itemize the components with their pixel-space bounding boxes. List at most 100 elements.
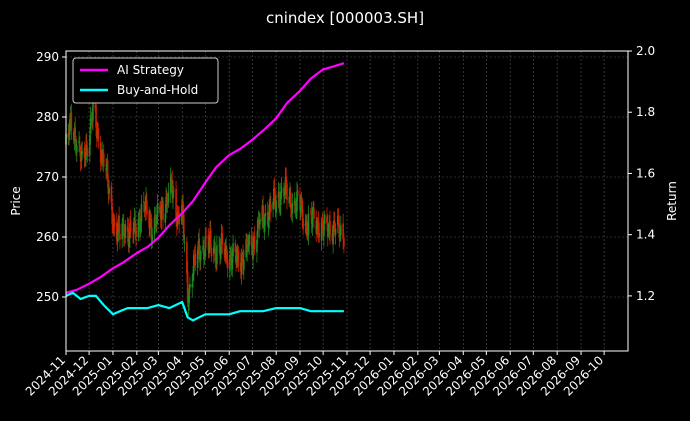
candle-up	[199, 250, 202, 261]
candle-up	[272, 201, 274, 209]
candle-up	[279, 191, 282, 206]
candle-down	[182, 201, 184, 219]
candle-up	[323, 214, 326, 225]
candle-down	[177, 210, 180, 213]
candle-down	[296, 190, 299, 196]
candle-down	[100, 161, 103, 163]
candle-down	[162, 201, 164, 220]
candle-up	[208, 240, 210, 254]
candle-up	[156, 203, 159, 215]
candle-down	[318, 232, 321, 237]
candle-up	[300, 205, 302, 214]
candle-up	[140, 204, 143, 223]
candle-down	[199, 258, 201, 263]
candle-down	[74, 127, 77, 139]
legend-box	[72, 57, 219, 104]
candle-down	[321, 219, 324, 221]
candle-up	[248, 234, 251, 246]
candle-up	[243, 259, 245, 270]
candle-down	[333, 221, 336, 233]
candle-up	[280, 187, 283, 194]
candle-up	[187, 305, 190, 307]
candle-up	[229, 254, 231, 271]
candle-up	[320, 222, 323, 241]
candle-down	[146, 200, 148, 215]
left-axis: 250 260 270 280 290	[36, 50, 66, 304]
candle-down	[171, 179, 174, 197]
series-line-ai-strategy	[65, 62, 345, 294]
y-tick-label-right: 1.4	[636, 228, 655, 242]
legend-label-bh: Buy-and-Hold	[117, 83, 198, 97]
candle-down	[97, 128, 100, 140]
candle-down	[237, 251, 240, 266]
candle-up	[267, 223, 270, 228]
candle-down	[317, 220, 320, 236]
candle-up	[219, 246, 222, 259]
candle-up	[137, 219, 140, 238]
y-tick-label-left: 290	[36, 50, 59, 64]
candle-up	[288, 196, 291, 204]
candle-down	[302, 218, 304, 230]
candle-up	[153, 216, 156, 235]
candle-up	[332, 224, 334, 245]
candle-up	[132, 222, 135, 235]
candle-up	[128, 236, 130, 248]
candle-down	[119, 233, 121, 240]
candle-down	[342, 223, 344, 240]
candle-down	[129, 220, 132, 233]
candle-up	[188, 288, 190, 304]
candle-down	[142, 201, 145, 203]
candle-down	[198, 238, 200, 255]
y-tick-label-right: 2.0	[636, 44, 655, 58]
candle-up	[323, 227, 325, 237]
return-lines	[65, 62, 345, 322]
candle-down	[313, 208, 315, 220]
candle-down	[269, 204, 272, 213]
candle-down	[102, 153, 105, 168]
candle-up	[284, 177, 287, 195]
candle-down	[111, 205, 113, 225]
candle-down	[166, 194, 168, 197]
candle-down	[106, 160, 109, 182]
candle-up	[202, 246, 204, 251]
y-axis-label-right: Return	[665, 181, 679, 221]
candle-up	[169, 174, 172, 193]
candle-up	[252, 242, 254, 259]
candle-up	[139, 222, 142, 234]
candle-up	[259, 218, 261, 225]
legend-label-ai: AI Strategy	[117, 63, 184, 77]
candle-up	[268, 205, 271, 220]
candle-down	[250, 235, 253, 247]
candle-down	[127, 228, 130, 245]
candle-up	[69, 119, 71, 135]
candle-down	[155, 222, 157, 228]
candle-up	[192, 254, 195, 275]
price-candles	[65, 92, 345, 317]
candle-down	[122, 224, 125, 237]
candle-up	[167, 192, 170, 203]
candle-up	[164, 213, 167, 223]
candle-down	[338, 223, 341, 238]
candle-down	[285, 176, 287, 186]
candle-down	[203, 248, 205, 260]
candle-down	[226, 260, 229, 269]
y-axis-label-left: Price	[9, 186, 23, 215]
candle-up	[172, 189, 174, 199]
candle-down	[210, 248, 213, 257]
legend: AI Strategy Buy-and-Hold	[72, 57, 219, 104]
candle-down	[329, 220, 331, 236]
candle-down	[343, 237, 345, 247]
candle-down	[166, 200, 169, 206]
candle-down	[194, 253, 197, 266]
candle-up	[151, 234, 154, 243]
candle-down	[132, 235, 134, 237]
candle-up	[279, 208, 281, 210]
candle-down	[172, 190, 175, 192]
candle-up	[307, 213, 310, 236]
candle-up	[149, 218, 151, 229]
candle-up	[311, 217, 314, 227]
candle-up	[85, 144, 87, 161]
candle-down	[286, 183, 288, 200]
candle-up	[334, 228, 337, 236]
candle-down	[258, 221, 261, 229]
